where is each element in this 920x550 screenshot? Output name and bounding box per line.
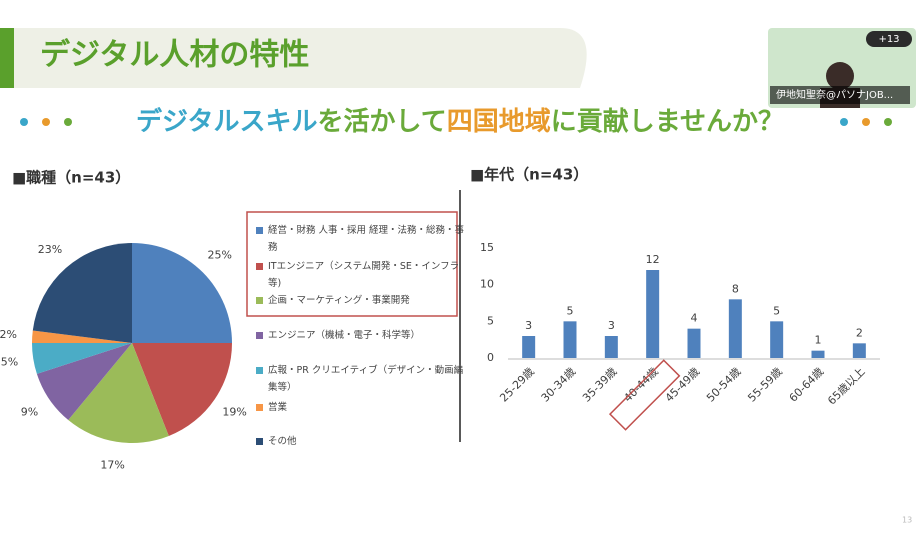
value-label: 1 (815, 334, 822, 347)
legend-item: その他 (256, 433, 468, 450)
page-number: 13 (902, 516, 912, 525)
legend-item: 企画・マーケティング・事業開発 (256, 292, 468, 309)
legend-label: 営業 (268, 402, 288, 413)
x-tick-label: 50-54歳 (704, 365, 744, 405)
legend-item: 広報・PR クリエイティブ（デザイン・動画編集等） (256, 362, 468, 396)
x-tick-label: 25-29歳 (497, 365, 537, 405)
legend-swatch (256, 367, 263, 374)
legend-label: 広報・PR クリエイティブ（デザイン・動画編集等） (268, 365, 464, 393)
value-label: 4 (691, 312, 698, 325)
legend-label: 企画・マーケティング・事業開発 (268, 295, 410, 306)
legend-label: エンジニア（機械・電子・科学等） (268, 330, 421, 341)
legend-item: 営業 (256, 399, 468, 416)
legend-item: ITエンジニア（システム開発・SE・インフラ等) (256, 258, 468, 292)
legend-swatch (256, 438, 263, 445)
bar (687, 328, 701, 358)
bar (604, 336, 618, 358)
legend-swatch (256, 404, 263, 411)
participants-badge[interactable] (866, 31, 912, 47)
value-label: 3 (608, 319, 615, 332)
value-label: 12 (646, 253, 660, 266)
slice-label: 23% (38, 243, 62, 256)
x-tick-label: 55-59歳 (745, 365, 785, 405)
bar (852, 343, 866, 358)
subtitle-part: デジタルスキル (136, 106, 317, 137)
bar (563, 321, 577, 358)
legend-item: 経営・財務 人事・採用 経理・法務・総務・事務 (256, 222, 468, 256)
legend-swatch (256, 332, 263, 339)
pie-slice (32, 330, 132, 343)
value-label: 5 (567, 304, 574, 317)
subtitle-part: 四国地域 (447, 107, 551, 137)
slice-label: 17% (100, 458, 124, 471)
x-tick-label: 35-39歳 (580, 365, 620, 405)
x-tick-label: 65歳以上 (825, 365, 867, 407)
legend-label: 経営・財務 人事・採用 経理・法務・総務・事務 (268, 225, 465, 253)
dot (20, 118, 28, 126)
x-tick-label: 60-64歳 (787, 365, 827, 405)
dot (42, 118, 50, 126)
video-person (826, 62, 854, 90)
slice-label: 5% (1, 355, 18, 368)
y-tick-label: 10 (480, 278, 494, 291)
pie-slice (32, 242, 132, 343)
chart-title: ■職種（n=43） (12, 169, 130, 187)
participants-count: +13 (878, 34, 899, 45)
value-label: 5 (773, 304, 780, 317)
slice-label: 19% (222, 406, 246, 419)
participant-name: 伊地知聖奈@パソナJOB... (776, 88, 893, 101)
value-label: 3 (525, 319, 532, 332)
dot (840, 118, 848, 126)
subtitle-part: を活かして (318, 107, 447, 137)
legend-swatch (256, 297, 263, 304)
header-band (0, 28, 587, 88)
x-tick-label: 40-44歳 (621, 365, 661, 405)
bar (811, 350, 825, 358)
pie-slice (132, 343, 232, 436)
pie-slice (32, 343, 132, 374)
bar (522, 336, 536, 358)
dot (884, 118, 892, 126)
category-highlight (608, 359, 681, 431)
legend-item: エンジニア（機械・電子・科学等） (256, 327, 468, 344)
pie-slice (36, 343, 132, 421)
bar (646, 270, 660, 358)
slide-subtitle: デジタルスキルを活かして四国地域に貢献しませんか？ (136, 106, 784, 137)
subtitle-part: に貢献しませんか？ (551, 107, 784, 137)
dot (64, 118, 72, 126)
pie-slice (132, 243, 232, 343)
bar (770, 321, 784, 358)
slice-label: 2% (0, 328, 17, 341)
header-accent (0, 28, 14, 88)
legend-label: ITエンジニア（システム開発・SE・インフラ等) (268, 261, 460, 289)
y-tick-label: 15 (480, 241, 494, 254)
bar (728, 299, 742, 358)
pie-slice (68, 343, 169, 443)
name-tag (770, 86, 910, 104)
x-tick-label: 30-34歳 (539, 365, 579, 405)
value-label: 8 (732, 282, 739, 295)
chart-title: ■年代（n=43） (470, 166, 588, 184)
slide-title: デジタル人材の特性 (40, 38, 309, 73)
y-tick-label: 5 (487, 314, 494, 327)
slice-label: 25% (207, 248, 231, 261)
legend-label: その他 (268, 436, 297, 447)
legend-swatch (256, 263, 263, 270)
value-label: 2 (856, 326, 863, 339)
dot (862, 118, 870, 126)
slice-label: 9% (21, 406, 38, 419)
x-tick-label: 45-49歳 (663, 365, 703, 405)
legend-swatch (256, 227, 263, 234)
y-tick-label: 0 (487, 351, 494, 364)
legend-highlight (246, 211, 458, 317)
